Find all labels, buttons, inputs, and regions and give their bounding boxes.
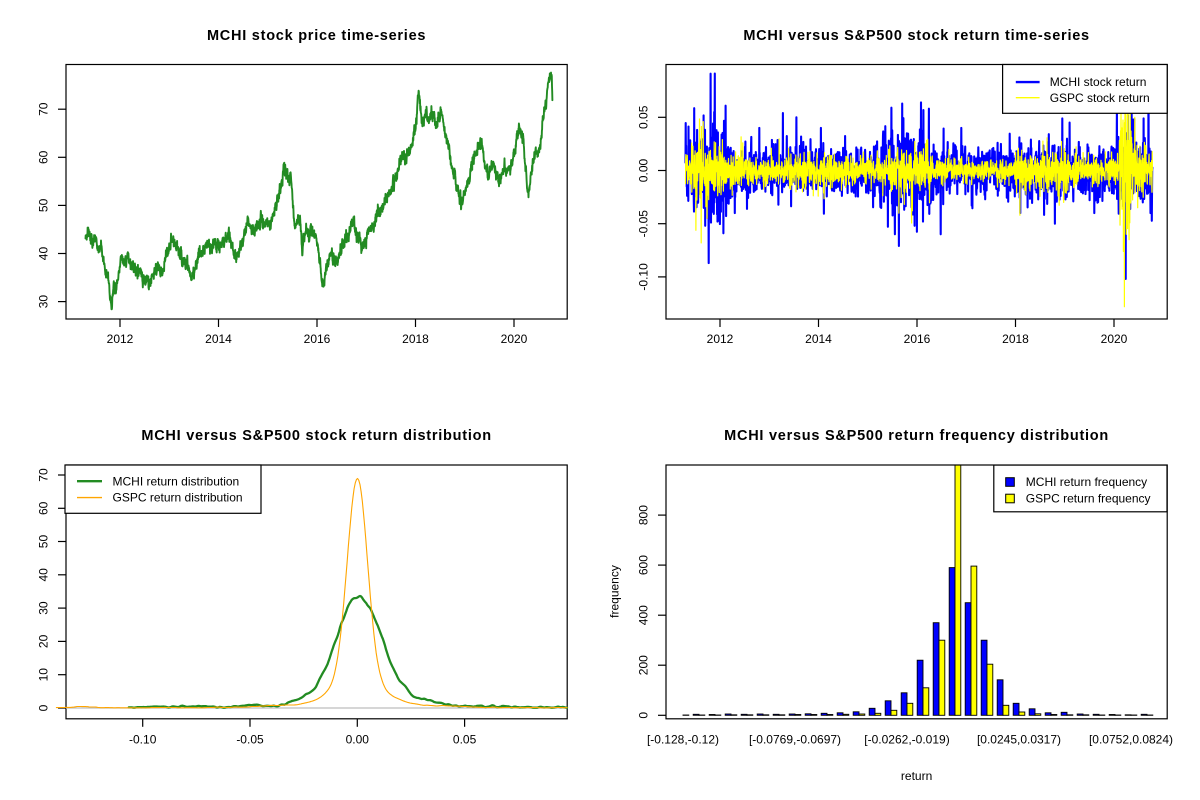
svg-text:[0.0245,0.0317): [0.0245,0.0317) — [977, 733, 1061, 747]
svg-text:70: 70 — [37, 102, 51, 116]
svg-text:2016: 2016 — [904, 332, 931, 346]
svg-text:2014: 2014 — [805, 332, 832, 346]
svg-text:MCHI versus S&P500 stock retur: MCHI versus S&P500 stock return time-ser… — [743, 28, 1090, 44]
svg-text:0.00: 0.00 — [346, 733, 370, 747]
svg-text:200: 200 — [637, 655, 651, 675]
svg-text:MCHI versus S&P500 stock retur: MCHI versus S&P500 stock return distribu… — [141, 428, 491, 444]
svg-text:frequency: frequency — [608, 565, 622, 618]
svg-text:MCHI stock return: MCHI stock return — [1050, 75, 1147, 89]
svg-text:2014: 2014 — [205, 332, 232, 346]
svg-text:0: 0 — [37, 704, 51, 711]
svg-text:60: 60 — [37, 501, 51, 515]
svg-text:MCHI versus S&P500 return freq: MCHI versus S&P500 return frequency dist… — [724, 428, 1109, 444]
svg-text:600: 600 — [637, 555, 651, 575]
svg-text:-0.10: -0.10 — [129, 733, 157, 747]
svg-text:20: 20 — [37, 634, 51, 648]
svg-text:[-0.0262,-0.019): [-0.0262,-0.019) — [864, 733, 949, 747]
svg-text:10: 10 — [37, 668, 51, 682]
svg-text:return: return — [901, 769, 932, 783]
svg-text:-0.05: -0.05 — [236, 733, 264, 747]
svg-text:GSPC return frequency: GSPC return frequency — [1026, 492, 1151, 506]
svg-text:800: 800 — [637, 505, 651, 525]
svg-text:GSPC return distribution: GSPC return distribution — [113, 491, 243, 505]
svg-text:[-0.0769,-0.0697): [-0.0769,-0.0697) — [749, 733, 841, 747]
svg-text:2020: 2020 — [501, 332, 528, 346]
svg-text:0.00: 0.00 — [637, 158, 651, 182]
svg-text:2012: 2012 — [707, 332, 734, 346]
svg-text:40: 40 — [37, 247, 51, 261]
svg-text:[-0.128,-0.12): [-0.128,-0.12) — [647, 733, 719, 747]
svg-text:0.05: 0.05 — [637, 105, 651, 129]
svg-text:GSPC stock return: GSPC stock return — [1050, 91, 1150, 105]
svg-text:MCHI stock price time-series: MCHI stock price time-series — [207, 28, 426, 44]
svg-text:0: 0 — [637, 712, 651, 719]
svg-text:-0.10: -0.10 — [637, 263, 651, 291]
svg-text:2018: 2018 — [1002, 332, 1029, 346]
svg-text:40: 40 — [37, 568, 51, 582]
svg-text:2016: 2016 — [304, 332, 331, 346]
svg-text:70: 70 — [37, 468, 51, 482]
svg-text:50: 50 — [37, 535, 51, 549]
svg-text:30: 30 — [37, 601, 51, 615]
svg-text:[0.0752,0.0824): [0.0752,0.0824) — [1089, 733, 1173, 747]
svg-text:50: 50 — [37, 198, 51, 212]
svg-text:-0.05: -0.05 — [637, 210, 651, 238]
svg-text:400: 400 — [637, 605, 651, 625]
svg-text:2018: 2018 — [402, 332, 429, 346]
svg-text:MCHI return frequency: MCHI return frequency — [1026, 475, 1147, 489]
svg-text:30: 30 — [37, 295, 51, 309]
svg-text:MCHI return distribution: MCHI return distribution — [113, 474, 240, 488]
svg-text:2012: 2012 — [107, 332, 134, 346]
svg-text:60: 60 — [37, 150, 51, 164]
svg-text:0.05: 0.05 — [453, 733, 477, 747]
svg-text:2020: 2020 — [1101, 332, 1128, 346]
